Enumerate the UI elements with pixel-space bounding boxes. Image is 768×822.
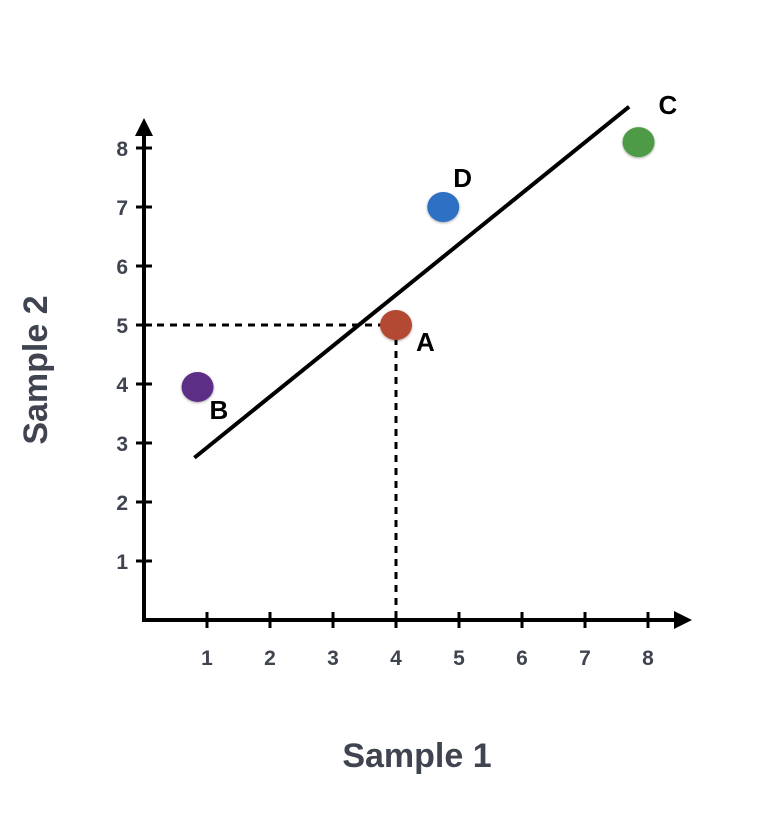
y-tick-label: 1 bbox=[116, 551, 128, 574]
x-tick-label: 4 bbox=[390, 647, 402, 670]
point-c bbox=[622, 127, 655, 158]
y-tick-label: 5 bbox=[116, 315, 128, 338]
x-axis-arrow bbox=[674, 611, 692, 629]
x-tick-label: 2 bbox=[264, 647, 276, 670]
y-axis-arrow bbox=[135, 118, 153, 136]
point-a bbox=[380, 310, 412, 340]
x-tick-label: 6 bbox=[516, 647, 528, 670]
y-axis-title: Sample 2 bbox=[17, 295, 55, 444]
x-tick-label: 1 bbox=[201, 647, 213, 670]
point-label-a: A bbox=[416, 327, 435, 357]
x-tick-label: 5 bbox=[453, 647, 465, 670]
point-label-b: B bbox=[210, 395, 229, 425]
y-tick-label: 2 bbox=[116, 492, 128, 515]
y-tick-label: 7 bbox=[116, 197, 128, 220]
y-tick-label: 6 bbox=[116, 256, 128, 279]
y-axis-ticks: 1 2 3 4 5 6 7 8 bbox=[116, 138, 152, 574]
point-d bbox=[427, 192, 460, 222]
fit-line bbox=[193, 105, 631, 460]
x-tick-label: 7 bbox=[579, 647, 591, 670]
y-tick-label: 3 bbox=[116, 433, 128, 456]
point-b bbox=[181, 371, 214, 402]
point-label-d: D bbox=[453, 163, 472, 193]
x-tick-label: 8 bbox=[642, 647, 654, 670]
data-points: A B C D bbox=[181, 90, 678, 425]
axes bbox=[135, 118, 692, 629]
x-axis-title: Sample 1 bbox=[342, 737, 491, 775]
y-tick-label: 4 bbox=[116, 374, 128, 397]
x-tick-label: 3 bbox=[327, 647, 339, 670]
x-axis-ticks: 1 2 3 4 5 6 7 8 bbox=[201, 612, 654, 670]
y-tick-label: 8 bbox=[116, 138, 128, 161]
guide-lines bbox=[144, 323, 398, 620]
point-label-c: C bbox=[659, 90, 678, 120]
fit-line-group bbox=[193, 105, 631, 460]
